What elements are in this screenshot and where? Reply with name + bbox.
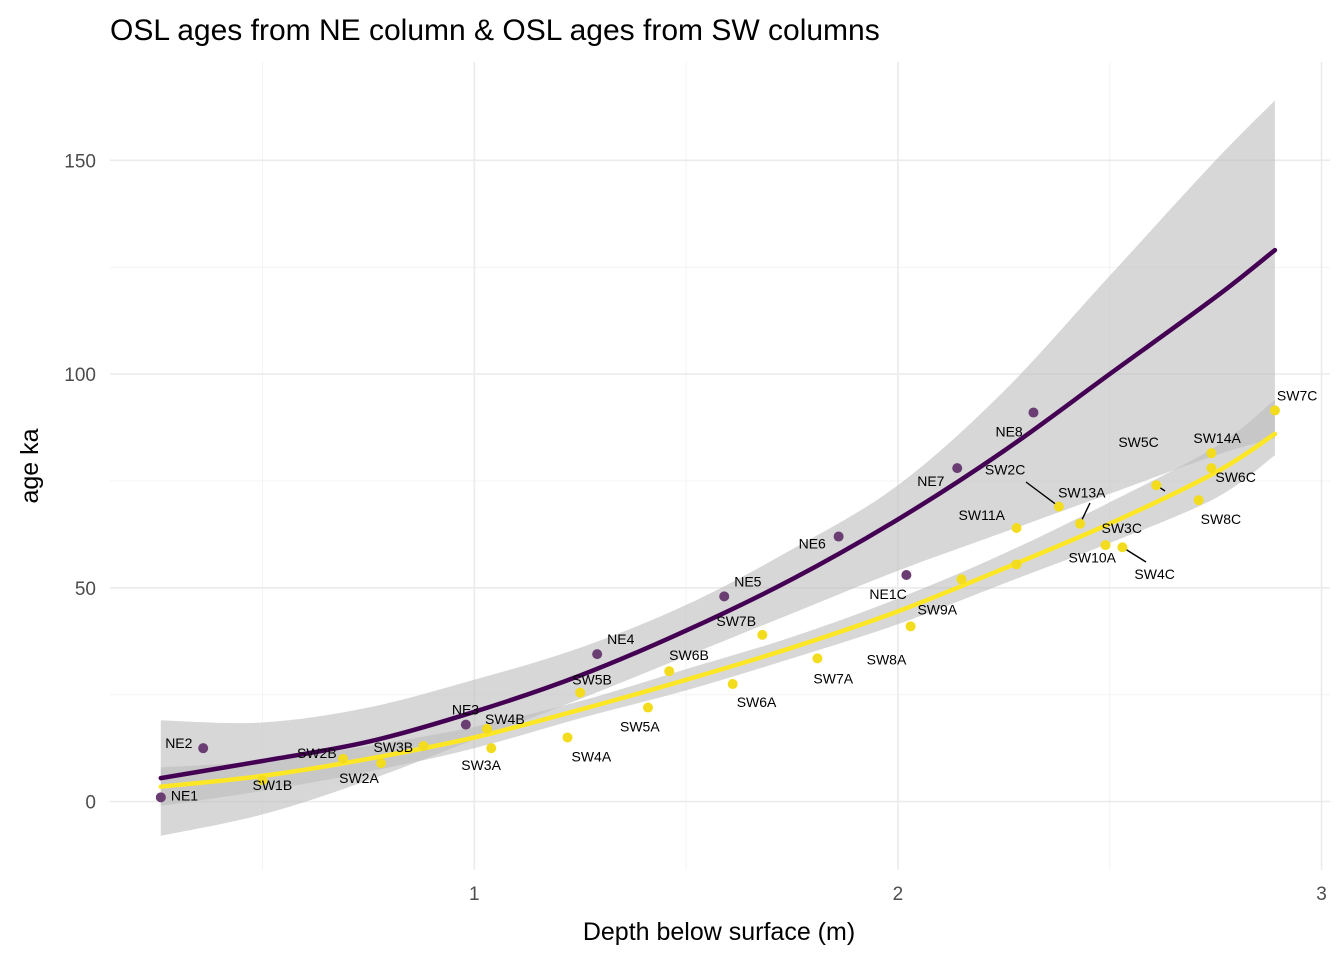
sw-point-label: SW13A bbox=[1058, 485, 1106, 501]
sw-point-label: SW2A bbox=[339, 770, 379, 786]
sw-data-point bbox=[1011, 522, 1022, 533]
ne-point-label: NE2 bbox=[165, 735, 192, 751]
sw-point-label: SW1B bbox=[253, 777, 293, 793]
sw-data-point bbox=[956, 574, 967, 585]
label-leader-line bbox=[1025, 481, 1060, 508]
ne-point-label: NE7 bbox=[917, 473, 944, 489]
sw-point-label: SW4C bbox=[1134, 566, 1174, 582]
ne-data-point bbox=[719, 591, 730, 602]
sw-data-point bbox=[727, 679, 738, 690]
sw-data-point bbox=[486, 743, 497, 754]
ne-point-label: NE1C bbox=[869, 586, 906, 602]
ne-data-point bbox=[952, 463, 963, 474]
sw-data-point bbox=[1206, 448, 1217, 459]
sw-data-point bbox=[1075, 518, 1086, 529]
sw-point-label: SW5C bbox=[1118, 434, 1158, 450]
sw-data-point bbox=[642, 702, 653, 713]
y-tick-label: 150 bbox=[64, 151, 96, 172]
sw-data-point bbox=[575, 687, 586, 698]
sw-point-label: SW5A bbox=[620, 719, 660, 735]
sw-data-point bbox=[482, 723, 493, 734]
sw-point-label: SW6B bbox=[669, 647, 709, 663]
ne-point-label: NE4 bbox=[607, 631, 634, 647]
ne-data-point bbox=[1028, 407, 1039, 418]
sw-point-label: SW4B bbox=[485, 711, 525, 727]
ne-data-point bbox=[833, 531, 844, 542]
sw-data-point bbox=[664, 666, 675, 677]
sw-data-point bbox=[1206, 463, 1217, 474]
ne-point-label: NE3 bbox=[452, 702, 479, 718]
confidence-ribbons bbox=[160, 100, 1275, 836]
sw-point-label: SW11A bbox=[959, 507, 1006, 523]
sw-point-label: SW4A bbox=[572, 748, 612, 764]
axis-tick-labels: 1 2 3 0 50 100 150 bbox=[64, 151, 1327, 905]
ne-data-point bbox=[592, 649, 603, 660]
ne-data-point bbox=[198, 743, 209, 754]
y-tick-label: 50 bbox=[75, 579, 96, 600]
sw-data-point bbox=[1100, 540, 1111, 551]
ne-data-point bbox=[460, 719, 471, 730]
y-axis-title: age ka bbox=[16, 428, 44, 503]
sw-data-point bbox=[418, 741, 429, 752]
sw-confidence-ribbon bbox=[160, 399, 1275, 806]
sw-data-point bbox=[1269, 405, 1280, 416]
sw-data-point bbox=[257, 775, 268, 786]
sw-data-point bbox=[337, 753, 348, 764]
x-tick-label: 2 bbox=[893, 884, 904, 905]
sw-data-point bbox=[1117, 542, 1128, 553]
sw-point-label: SW7C bbox=[1277, 387, 1317, 403]
ne-data-point bbox=[155, 792, 166, 803]
sw-point-label: SW6A bbox=[737, 694, 777, 710]
y-tick-label: 100 bbox=[64, 365, 96, 386]
sw-data-point bbox=[1193, 495, 1204, 506]
sw-point-label: SW8C bbox=[1201, 511, 1241, 527]
fit-lines bbox=[158, 247, 1278, 789]
ne-fit-line bbox=[158, 247, 1278, 781]
chart-title: OSL ages from NE column & OSL ages from … bbox=[110, 14, 880, 47]
ne-point-label: NE8 bbox=[995, 424, 1022, 440]
sw-data-point bbox=[757, 629, 768, 640]
sw-fit-line bbox=[158, 431, 1278, 789]
sw-data-point bbox=[1011, 559, 1022, 570]
point-labels: NE1 NE2 NE3 NE4 NE5 NE6 NE1C NE7 NE8 SW1BSW2BSW2A… bbox=[165, 387, 1317, 803]
sw-data-point bbox=[905, 621, 916, 632]
y-tick-label: 0 bbox=[85, 793, 96, 814]
sw-point-label: SW8A bbox=[867, 651, 907, 667]
sw-point-label: SW5B bbox=[572, 672, 612, 688]
ne-point-label: NE5 bbox=[734, 573, 761, 589]
sw-point-label: SW7A bbox=[813, 670, 853, 686]
sw-point-label: SW9A bbox=[917, 601, 957, 617]
sw-point-label: SW2C bbox=[985, 462, 1025, 478]
sw-point-label: SW6C bbox=[1215, 469, 1255, 485]
x-axis-title: Depth below surface (m) bbox=[583, 918, 855, 946]
sw-data-point bbox=[1053, 501, 1064, 512]
x-tick-label: 1 bbox=[469, 884, 480, 905]
grid-lines bbox=[110, 62, 1330, 870]
sw-point-label: SW2B bbox=[297, 745, 337, 761]
ne-point-label: NE1 bbox=[171, 787, 198, 803]
data-points bbox=[155, 405, 1280, 803]
sw-data-point bbox=[562, 732, 573, 743]
sw-data-point bbox=[1151, 480, 1162, 491]
ne-point-label: NE6 bbox=[799, 536, 826, 552]
sw-point-label: SW3A bbox=[461, 757, 501, 773]
x-tick-label: 3 bbox=[1316, 884, 1327, 905]
sw-data-point bbox=[812, 653, 823, 664]
sw-point-label: SW3B bbox=[373, 739, 413, 755]
sw-data-point bbox=[376, 758, 387, 769]
sw-point-label: SW10A bbox=[1069, 549, 1117, 565]
ne-confidence-ribbon bbox=[160, 100, 1275, 836]
sw-point-label: SW14A bbox=[1193, 430, 1241, 446]
sw-point-label: SW3C bbox=[1101, 520, 1141, 536]
ne-data-point bbox=[901, 570, 912, 581]
sw-point-label: SW7B bbox=[716, 613, 756, 629]
